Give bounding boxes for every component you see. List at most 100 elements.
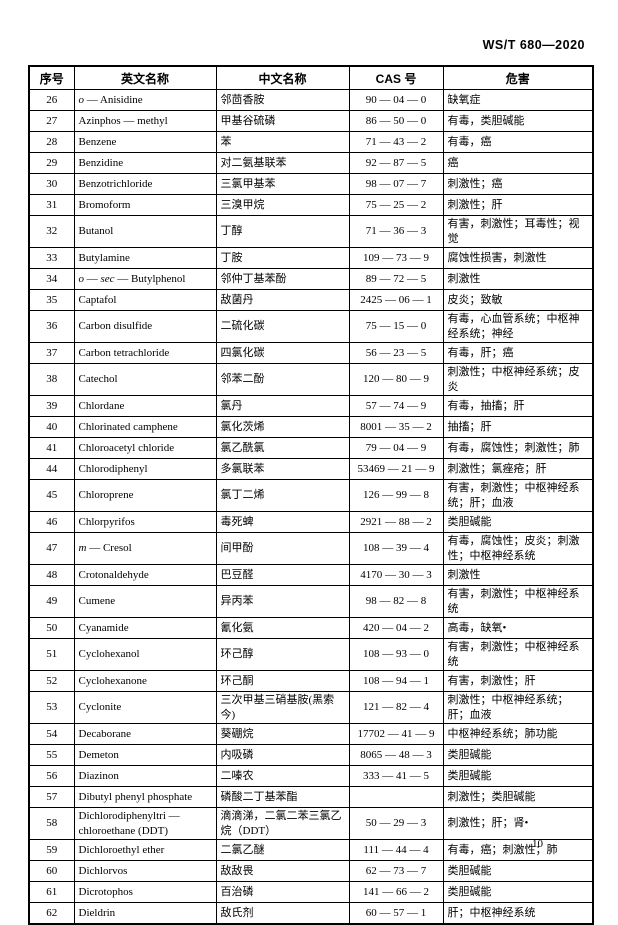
page-number: 10 bbox=[532, 838, 543, 850]
col-header-index: 序号 bbox=[28, 65, 75, 90]
cell-english-name: Dichloroethyl ether bbox=[73, 839, 217, 861]
cell-chinese-name: 三溴甲烷 bbox=[215, 194, 350, 216]
cell-cas-number: 79 — 04 — 9 bbox=[348, 437, 444, 459]
cell-index: 33 bbox=[28, 247, 75, 269]
cell-cas-number: 75 — 25 — 2 bbox=[348, 194, 444, 216]
table-row: 48 Crotonaldehyde 巴豆醛 4170 — 30 — 3 刺激性 bbox=[28, 564, 594, 586]
cell-hazard: 刺激性；肝 bbox=[442, 194, 594, 216]
table-row: 50 Cyanamide 氰化氨 420 — 04 — 2 高毒，缺氧• bbox=[28, 617, 594, 639]
cell-chinese-name: 四氯化碳 bbox=[215, 342, 350, 364]
cell-chinese-name: 敌氏剂 bbox=[215, 902, 350, 925]
table-row: 31 Bromoform 三溴甲烷 75 — 25 — 2 刺激性；肝 bbox=[28, 194, 594, 216]
cell-hazard: 类胆碱能 bbox=[442, 860, 594, 882]
cell-cas-number: 60 — 57 — 1 bbox=[348, 902, 444, 925]
cell-index: 32 bbox=[28, 215, 75, 248]
cell-hazard: 刺激性；类胆碱能 bbox=[442, 786, 594, 808]
cell-cas-number: 108 — 39 — 4 bbox=[348, 532, 444, 565]
cell-chinese-name: 丁醇 bbox=[215, 215, 350, 248]
cell-chinese-name: 巴豆醛 bbox=[215, 564, 350, 586]
cell-index: 56 bbox=[28, 765, 75, 787]
table-row: 27 Azinphos — methyl 甲基谷硫磷 86 — 50 — 0 有毒，类胆… bbox=[28, 110, 594, 132]
cell-cas-number: 108 — 93 — 0 bbox=[348, 638, 444, 671]
cell-index: 55 bbox=[28, 744, 75, 766]
cell-hazard: 刺激性 bbox=[442, 564, 594, 586]
cell-chinese-name: 毒死蜱 bbox=[215, 511, 350, 533]
cell-english-name: Butanol bbox=[73, 215, 217, 248]
cell-cas-number: 98 — 07 — 7 bbox=[348, 173, 444, 195]
table-row: 62 Dieldrin 敌氏剂 60 — 57 — 1 肝；中枢神经系统 bbox=[28, 902, 594, 925]
cell-index: 39 bbox=[28, 395, 75, 417]
table-body: 26 o — Anisidine 邻茴香胺 90 — 04 — 0 缺氧症 27 Azinp… bbox=[28, 89, 594, 925]
cell-english-name: Carbon tetrachloride bbox=[73, 342, 217, 364]
cell-chinese-name: 二硫化碳 bbox=[215, 310, 350, 343]
cell-cas-number: 62 — 73 — 7 bbox=[348, 860, 444, 882]
cell-cas-number: 108 — 94 — 1 bbox=[348, 670, 444, 692]
cell-hazard: 有害，刺激性；肝 bbox=[442, 670, 594, 692]
table-row: 32 Butanol 丁醇 71 — 36 — 3 有害，刺激性；耳毒性；视觉 bbox=[28, 215, 594, 248]
cell-english-name: Catechol bbox=[73, 363, 217, 396]
cell-index: 51 bbox=[28, 638, 75, 671]
cell-hazard: 类胆碱能 bbox=[442, 881, 594, 903]
cell-hazard: 腐蚀性损害，刺激性 bbox=[442, 247, 594, 269]
cell-english-name: m — Cresol bbox=[73, 532, 217, 565]
standard-code: WS/T 680—2020 bbox=[482, 38, 585, 52]
table-row: 49 Cumene 异丙苯 98 — 82 — 8 有害，刺激性；中枢神经系统 bbox=[28, 585, 594, 618]
cell-hazard: 类胆碱能 bbox=[442, 511, 594, 533]
cell-chinese-name: 环己酮 bbox=[215, 670, 350, 692]
table-row: 38 Catechol 邻苯二酚 120 — 80 — 9 刺激性；中枢神经系统；皮炎 bbox=[28, 363, 594, 396]
cell-chinese-name: 二嗪农 bbox=[215, 765, 350, 787]
cell-english-name: Cyanamide bbox=[73, 617, 217, 639]
table-row: 52 Cyclohexanone 环己酮 108 — 94 — 1 有害，刺激性；肝 bbox=[28, 670, 594, 692]
table-row: 33 Butylamine 丁胺 109 — 73 — 9 腐蚀性损害，刺激性 bbox=[28, 247, 594, 269]
cell-chinese-name: 氰化氨 bbox=[215, 617, 350, 639]
table-row: 55 Demeton 内吸磷 8065 — 48 — 3 类胆碱能 bbox=[28, 744, 594, 766]
cell-chinese-name: 敌敌畏 bbox=[215, 860, 350, 882]
cell-index: 38 bbox=[28, 363, 75, 396]
cell-english-name: Chloroacetyl chloride bbox=[73, 437, 217, 459]
cell-english-name: Dicrotophos bbox=[73, 881, 217, 903]
cell-hazard: 刺激性；癌 bbox=[442, 173, 594, 195]
cell-english-name: Cyclonite bbox=[73, 691, 217, 724]
table-row: 41 Chloroacetyl chloride 氯乙酰氯 79 — 04 — 9 有毒… bbox=[28, 437, 594, 459]
chemical-hazard-table: 序号 英文名称 中文名称 CAS 号 危害 26 o — Anisidine 邻茴香… bbox=[28, 65, 594, 925]
cell-english-name: Chlorinated camphene bbox=[73, 416, 217, 438]
table-row: 58 Dichlorodiphenyltri — chloroethane (DD… bbox=[28, 807, 594, 840]
cell-hazard: 抽搐；肝 bbox=[442, 416, 594, 438]
cell-chinese-name: 苯 bbox=[215, 131, 350, 153]
cell-english-name: o — Anisidine bbox=[73, 89, 217, 111]
cell-cas-number: 92 — 87 — 5 bbox=[348, 152, 444, 174]
cell-chinese-name: 三氯甲基苯 bbox=[215, 173, 350, 195]
cell-cas-number: 89 — 72 — 5 bbox=[348, 268, 444, 290]
cell-cas-number: 90 — 04 — 0 bbox=[348, 89, 444, 111]
cell-index: 26 bbox=[28, 89, 75, 111]
cell-english-name: Benzotrichloride bbox=[73, 173, 217, 195]
cell-hazard: 有毒，心血管系统；中枢神经系统；神经 bbox=[442, 310, 594, 343]
cell-english-name: Dichlorodiphenyltri — chloroethane (DDT) bbox=[73, 807, 217, 840]
cell-hazard: 有毒，腐蚀性；刺激性；肺 bbox=[442, 437, 594, 459]
cell-cas-number: 420 — 04 — 2 bbox=[348, 617, 444, 639]
cell-hazard: 有毒，肝；癌 bbox=[442, 342, 594, 364]
cell-cas-number: 333 — 41 — 5 bbox=[348, 765, 444, 787]
cell-chinese-name: 磷酸二丁基苯酯 bbox=[215, 786, 350, 808]
cell-cas-number: 141 — 66 — 2 bbox=[348, 881, 444, 903]
cell-chinese-name: 氯丁二烯 bbox=[215, 479, 350, 512]
cell-english-name: Benzene bbox=[73, 131, 217, 153]
cell-english-name: Azinphos — methyl bbox=[73, 110, 217, 132]
cell-hazard: 中枢神经系统；肺功能 bbox=[442, 723, 594, 745]
cell-index: 48 bbox=[28, 564, 75, 586]
cell-chinese-name: 对二氨基联苯 bbox=[215, 152, 350, 174]
cell-english-name: Chloroprene bbox=[73, 479, 217, 512]
cell-hazard: 高毒，缺氧• bbox=[442, 617, 594, 639]
cell-cas-number: 98 — 82 — 8 bbox=[348, 585, 444, 618]
table-header-row: 序号 英文名称 中文名称 CAS 号 危害 bbox=[28, 65, 594, 90]
cell-index: 36 bbox=[28, 310, 75, 343]
cell-index: 29 bbox=[28, 152, 75, 174]
cell-index: 61 bbox=[28, 881, 75, 903]
cell-hazard: 有毒，抽搐；肝 bbox=[442, 395, 594, 417]
cell-hazard: 刺激性；中枢神经系统；肝；血液 bbox=[442, 691, 594, 724]
cell-chinese-name: 甲基谷硫磷 bbox=[215, 110, 350, 132]
table-row: 54 Decaborane 葵硼烷 17702 — 41 — 9 中枢神经系统；肺功能 bbox=[28, 723, 594, 745]
cell-hazard: 有害，刺激性；中枢神经系统；肝；血液 bbox=[442, 479, 594, 512]
cell-chinese-name: 丁胺 bbox=[215, 247, 350, 269]
